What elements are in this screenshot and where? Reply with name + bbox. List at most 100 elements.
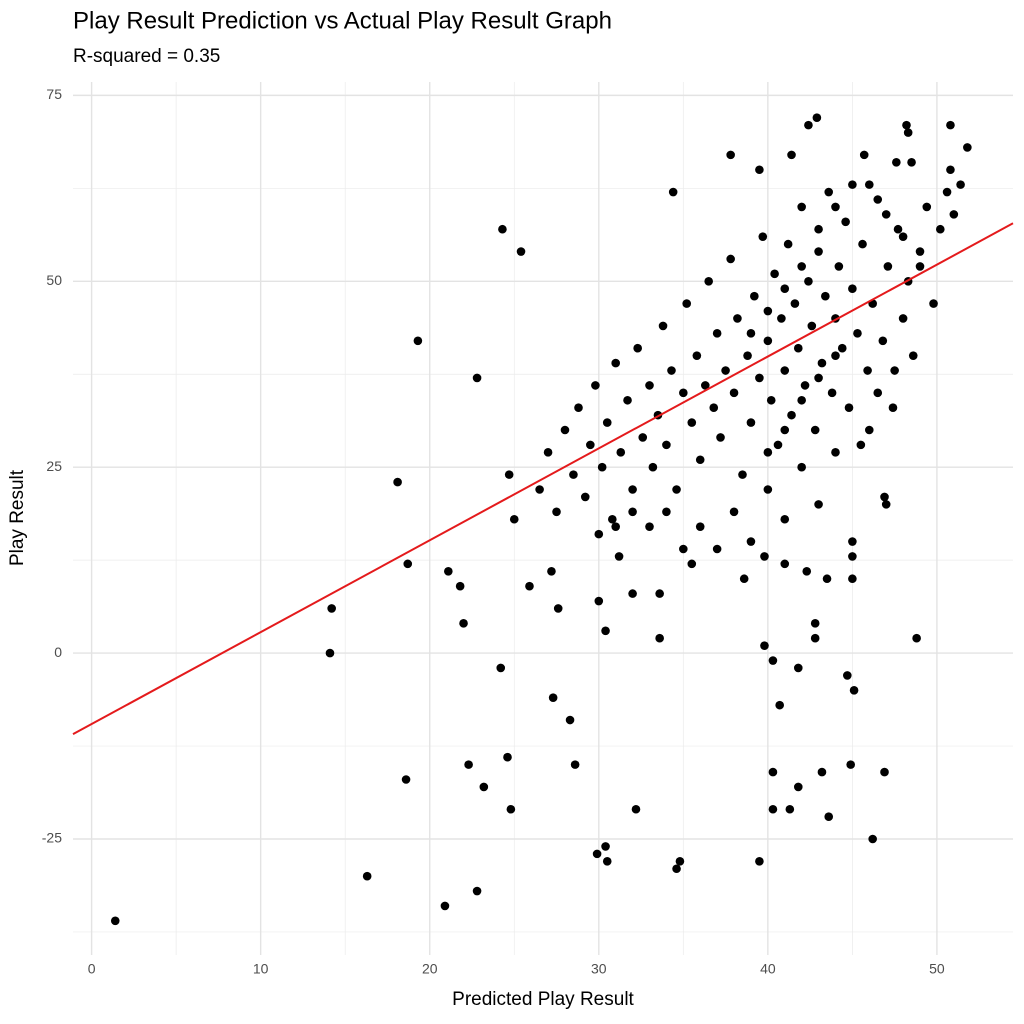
point (746, 329, 756, 338)
point (810, 619, 820, 628)
point (570, 760, 580, 769)
point (455, 581, 465, 591)
point (787, 150, 796, 160)
point (768, 804, 778, 814)
point (645, 522, 654, 531)
point (733, 314, 742, 323)
point (814, 247, 823, 256)
point (401, 775, 411, 784)
point (777, 314, 786, 323)
x-axis-title: Predicted Play Result (452, 989, 634, 1010)
point (498, 224, 507, 234)
y-tick-label: 0 (54, 644, 62, 660)
x-tick-label: 50 (929, 961, 945, 977)
point (963, 143, 972, 152)
point (750, 291, 759, 301)
point (834, 262, 844, 271)
point (743, 351, 752, 360)
point (667, 366, 676, 375)
point (908, 351, 918, 360)
point (591, 381, 600, 390)
point (949, 210, 959, 219)
grid (73, 82, 1013, 955)
point (763, 336, 773, 346)
point (946, 165, 955, 175)
point (472, 373, 482, 383)
y-axis-title: Play Result (7, 469, 28, 566)
point (479, 782, 489, 792)
point (780, 425, 790, 435)
point (858, 239, 867, 249)
point (793, 782, 803, 792)
point (547, 566, 556, 576)
point (864, 180, 874, 189)
point (902, 120, 911, 130)
point (912, 633, 921, 643)
point (793, 663, 803, 673)
point (738, 470, 747, 479)
point (814, 373, 823, 383)
point (797, 262, 806, 271)
point (755, 373, 764, 383)
point (822, 574, 832, 584)
point (668, 187, 678, 197)
point (755, 165, 764, 175)
point (768, 767, 778, 777)
point (780, 284, 790, 294)
point (655, 589, 664, 598)
point (880, 767, 889, 777)
point (503, 752, 512, 762)
point (679, 388, 688, 398)
point (873, 195, 883, 204)
point (797, 202, 806, 212)
point (504, 470, 514, 479)
point (712, 544, 722, 554)
point (758, 232, 768, 241)
point (496, 663, 506, 673)
point (915, 262, 925, 271)
point (831, 351, 840, 360)
point (413, 336, 423, 346)
point (631, 804, 641, 814)
point (790, 299, 800, 308)
point (824, 812, 834, 821)
point (893, 224, 903, 234)
point (403, 559, 413, 569)
point (658, 321, 668, 331)
point (709, 403, 719, 413)
point (602, 418, 612, 427)
point (783, 239, 793, 249)
point (716, 433, 725, 442)
point (763, 485, 773, 494)
point (362, 871, 372, 881)
point (729, 388, 739, 398)
point (601, 626, 610, 636)
point (763, 448, 773, 457)
point (755, 857, 764, 866)
point (864, 425, 874, 435)
point (804, 120, 813, 130)
point (890, 366, 899, 375)
y-tick-label: -25 (42, 830, 62, 846)
point (675, 857, 685, 866)
point (695, 522, 705, 531)
point (569, 470, 578, 479)
point (565, 715, 575, 725)
point (802, 566, 812, 576)
point (848, 537, 857, 546)
point (672, 864, 681, 874)
point (608, 514, 617, 524)
point (516, 247, 526, 256)
point (780, 366, 790, 375)
point (594, 596, 604, 606)
point (543, 448, 553, 457)
point (601, 842, 610, 851)
point (770, 269, 779, 279)
point (695, 455, 705, 465)
point (863, 366, 872, 375)
point (597, 462, 607, 472)
point (614, 552, 624, 561)
x-tick-label: 40 (760, 961, 776, 977)
point (868, 834, 877, 844)
